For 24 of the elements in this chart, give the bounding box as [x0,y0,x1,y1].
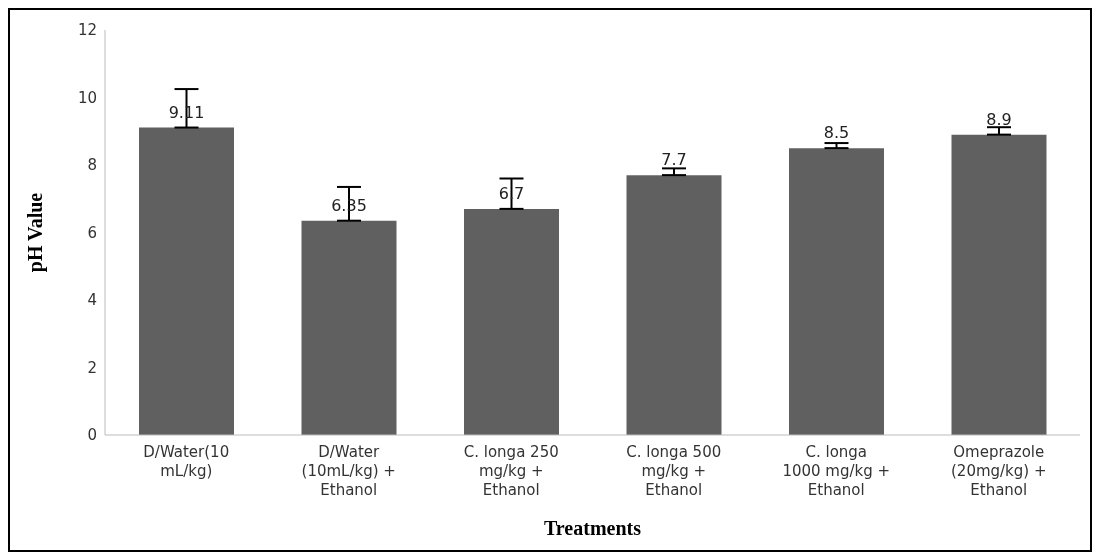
data-label: 7.7 [661,150,687,170]
x-tick-label: D/Water (10mL/kg) + Ethanol [301,443,396,499]
x-tick-label: C. longa 250 mg/kg + Ethanol [463,443,559,499]
bar [139,127,234,435]
y-tick-label: 12 [77,21,97,40]
bar [626,175,722,435]
bar [464,208,559,435]
x-tick-label: D/Water(10 mL/kg) [143,443,230,480]
x-axis-title: Treatments [543,517,642,539]
y-axis-title: pH Value [24,192,48,273]
y-tick-label: 10 [77,88,97,107]
x-tick-label: C. longa 1000 mg/kg + Ethanol [782,443,891,499]
data-label: 8.9 [986,109,1012,129]
y-tick-label: 0 [87,426,97,445]
bar [951,134,1047,435]
data-label: 8.5 [823,123,850,143]
y-tick-label: 6 [87,223,97,242]
y-tick-label: 4 [87,291,97,310]
bar [301,220,397,435]
y-tick-label: 8 [87,156,97,175]
x-tick-label: C. longa 500 mg/kg + Ethanol [626,443,722,499]
bar [789,148,884,435]
x-tick-label: Omeprazole (20mg/kg) + Ethanol [950,443,1047,499]
y-tick-label: 2 [87,358,97,377]
